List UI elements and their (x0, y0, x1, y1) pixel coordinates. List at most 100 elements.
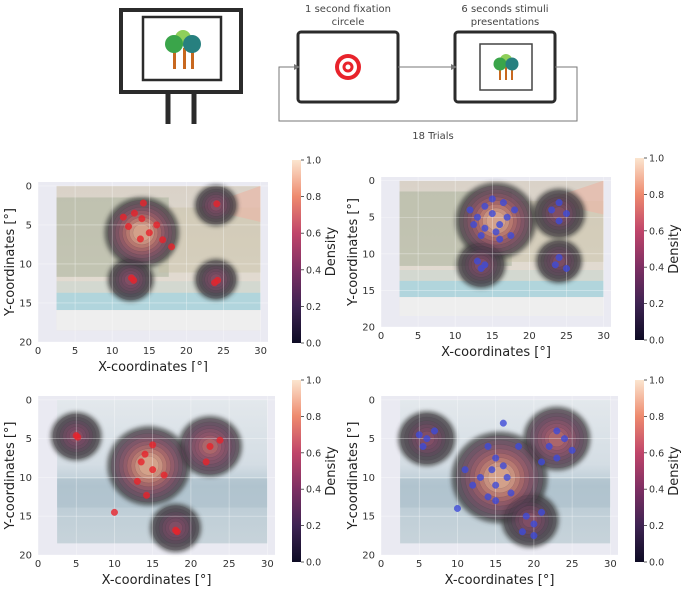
x-tick-label: 0 (35, 559, 41, 570)
stimuli-label-line2: presentations (471, 17, 540, 28)
data-point-21 (562, 210, 571, 218)
data-point-25 (562, 264, 571, 273)
x-tick-label: 20 (528, 559, 541, 570)
density-contour-1-5 (126, 444, 171, 488)
y-tick-label: 0 (369, 395, 375, 406)
y-axis-label: Y-coordinates [°] (346, 422, 361, 531)
data-point-3 (430, 427, 439, 435)
fixation-points (119, 199, 222, 287)
colorbar-tick-label: 0.8 (649, 412, 664, 423)
data-point-16 (473, 257, 482, 265)
easel-icon (119, 8, 243, 124)
x-tick-label: 5 (72, 346, 78, 357)
y-tick-label: 10 (362, 249, 375, 260)
x-tick-label: 30 (261, 559, 274, 570)
colorbar-tick-label: 0.2 (649, 521, 664, 532)
data-point-2 (423, 435, 431, 443)
data-point-18 (481, 261, 489, 269)
data-point-13 (213, 200, 221, 208)
data-point-8 (492, 228, 500, 236)
data-point-13 (507, 489, 515, 497)
x-tick-label: 25 (560, 331, 573, 342)
y-tick-label: 15 (19, 512, 32, 523)
data-point-28 (518, 528, 526, 536)
x-tick-label: 25 (566, 559, 579, 570)
gaze-density-chart-1: 0 5 10 15 20 25 30 0 5 10 15 20 X-coordinates [°] Y-c… (3, 156, 339, 373)
data-point-13 (477, 231, 485, 240)
data-point-25 (537, 458, 546, 466)
data-point-6 (492, 454, 500, 462)
y-tick-label: 20 (362, 551, 375, 562)
x-tick-label: 15 (489, 559, 502, 570)
data-point-8 (143, 491, 151, 499)
data-point-9 (167, 243, 176, 251)
data-point-7 (499, 462, 507, 470)
density-contour-4-1 (503, 494, 557, 546)
data-point-7 (136, 235, 144, 243)
data-point-18 (492, 497, 500, 505)
fixation-label-line1: 1 second fixation (305, 4, 391, 15)
x-tick-label: 5 (416, 559, 422, 570)
density-contour-1-1 (110, 429, 187, 503)
colorbar-tick-label: 0.4 (649, 485, 664, 496)
data-point-11 (206, 442, 214, 450)
density-contour-2-3 (464, 248, 498, 281)
density-contour-3-2 (538, 193, 580, 234)
x-tick-label: 20 (180, 346, 193, 357)
y-tick-label: 10 (19, 473, 32, 484)
density-hull-2 (456, 241, 507, 289)
colorbar (292, 160, 301, 343)
colorbar (635, 380, 644, 562)
colorbar-label: Density (667, 446, 682, 496)
data-point-19 (555, 199, 563, 207)
fixation-target-icon (335, 54, 361, 80)
density-contour-1-3 (114, 206, 169, 259)
data-point-15 (173, 528, 181, 536)
data-point-1 (415, 431, 423, 439)
x-tick-label: 0 (378, 559, 384, 570)
density-contour-4-4 (514, 505, 546, 535)
density-hull-4 (501, 492, 559, 548)
data-point-29 (537, 508, 546, 516)
data-point-9 (507, 231, 515, 240)
data-point-15 (211, 279, 219, 287)
colorbar-tick-label: 0.4 (306, 265, 321, 276)
fixation-label-line2: circele (332, 17, 365, 28)
density-contour-1-4 (118, 210, 166, 256)
data-point-16 (515, 442, 523, 450)
x-tick-label: 0 (378, 331, 384, 342)
y-tick-label: 0 (369, 176, 375, 187)
x-tick-label: 20 (185, 559, 198, 570)
colorbar (635, 158, 644, 340)
data-point-23 (568, 446, 576, 454)
gaze-density-chart-3: 0 5 10 15 20 25 30 0 5 10 15 20 X-coordinates [°] Y-c… (3, 376, 339, 589)
colorbar-tick-label: 0.0 (649, 336, 664, 347)
x-tick-label: 25 (223, 559, 236, 570)
density-hull-1 (455, 182, 537, 260)
colorbar-tick-label: 0.0 (306, 339, 321, 350)
data-point-30 (530, 532, 538, 540)
x-axis-label: X-coordinates [°] (102, 573, 212, 588)
x-tick-label: 10 (108, 559, 121, 570)
experiment-diagram: 1 second fixation circele 6 seconds stim… (119, 4, 578, 142)
data-point-3 (149, 441, 157, 449)
x-axis-label: X-coordinates [°] (441, 345, 551, 360)
data-point-26 (522, 512, 530, 520)
colorbar-tick-label: 0.4 (306, 485, 321, 496)
x-tick-label: 5 (73, 559, 79, 570)
data-point-2 (124, 222, 133, 231)
data-point-5 (484, 442, 492, 450)
colorbar-tick-label: 0.4 (649, 263, 664, 274)
data-point-15 (499, 419, 507, 427)
colorbar-tick-label: 0.6 (306, 229, 321, 240)
colorbar-tick-label: 0.8 (306, 412, 321, 423)
x-tick-label: 10 (106, 346, 119, 357)
data-point-21 (560, 435, 569, 443)
y-axis-label: Y-coordinates [°] (346, 198, 361, 307)
gaze-density-chart-2: 0 5 10 15 20 25 30 0 5 10 15 20 X-coordinates [°] Y-c… (346, 154, 682, 361)
x-axis-label: X-coordinates [°] (98, 360, 208, 372)
x-tick-label: 30 (597, 331, 610, 342)
y-tick-label: 20 (19, 338, 32, 349)
y-tick-label: 5 (26, 434, 32, 445)
y-tick-label: 10 (19, 259, 32, 270)
